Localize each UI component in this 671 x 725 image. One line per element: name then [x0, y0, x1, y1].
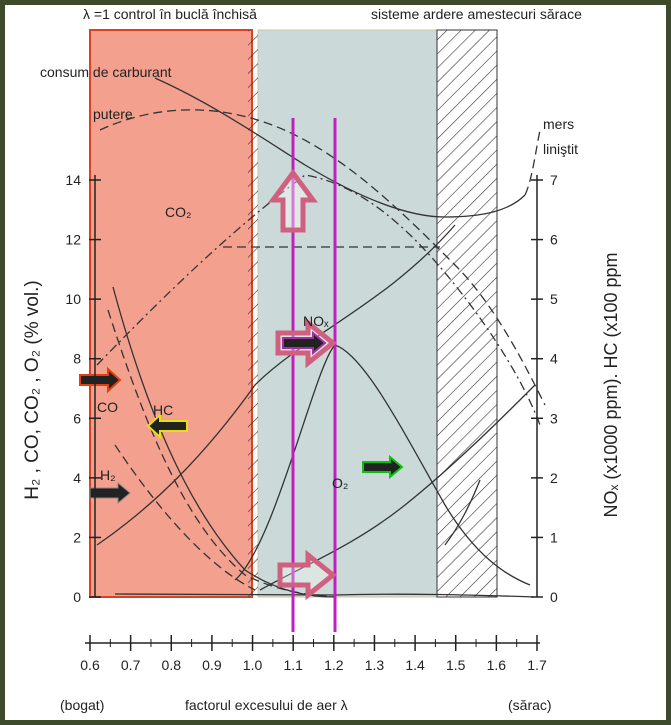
lean-region [257, 29, 438, 598]
left-tick-label: 6 [73, 410, 81, 426]
x-tick-label: 1.1 [283, 657, 303, 673]
rich-region [89, 29, 253, 598]
label: consum de carburant [40, 64, 172, 80]
x-tick-label: 1.5 [446, 657, 466, 673]
label: CO [97, 399, 118, 415]
right-tick-label: 5 [550, 291, 558, 307]
small-arrow [282, 330, 327, 356]
left-tick-label: 2 [73, 529, 81, 545]
left-tick-label: 10 [65, 291, 81, 307]
label: NOₓ [303, 313, 329, 329]
left-title: H₂ , CO, CO₂ , O₂ (% vol.) [22, 280, 43, 500]
transition-hatch [248, 30, 258, 597]
label: O₂ [332, 475, 348, 491]
right-tick-label: 7 [550, 172, 558, 188]
label: mers [543, 116, 574, 132]
x-tick-label: 1.4 [405, 657, 425, 673]
x-tick-label: 1.7 [527, 657, 547, 673]
small-arrow [362, 454, 404, 480]
label: putere [93, 106, 133, 122]
small-arrow [79, 366, 122, 394]
footer-rich: (bogat) [60, 697, 104, 713]
x-tick-label: 0.8 [162, 657, 182, 673]
arrow-right [277, 549, 338, 601]
right-tick-label: 1 [550, 529, 558, 545]
right-tick-label: 0 [550, 589, 558, 605]
footer-lean: (sărac) [508, 697, 552, 713]
left-tick-label: 12 [65, 232, 81, 248]
right-tick-label: 4 [550, 351, 558, 367]
right-tick-label: 6 [550, 232, 558, 248]
left-tick-label: 14 [65, 172, 81, 188]
x-tick-label: 0.9 [202, 657, 222, 673]
x-tick-label: 1.2 [324, 657, 344, 673]
label: HC [153, 402, 173, 418]
x-tick-label: 0.7 [121, 657, 141, 673]
arrow-up [268, 168, 318, 233]
label: liniştit [543, 141, 578, 157]
label: CO₂ [165, 204, 191, 220]
lean-hatch [436, 29, 498, 598]
right-tick-label: 2 [550, 470, 558, 486]
x-tick-label: 1.6 [487, 657, 507, 673]
x-title: factorul excesului de aer λ [185, 697, 348, 713]
left-tick-label: 4 [73, 470, 81, 486]
header-right: sisteme ardere amestecuri sărace [371, 6, 582, 22]
x-tick-label: 1.3 [365, 657, 385, 673]
left-tick-label: 0 [73, 589, 81, 605]
right-tick-label: 3 [550, 410, 558, 426]
right-title: NOₓ (x1000 ppm). HC (x100 ppm [601, 253, 621, 518]
header-left: λ =1 control în buclă închisă [83, 6, 257, 22]
left-tick-label: 8 [73, 351, 81, 367]
curves [96, 77, 546, 598]
small-arrow [146, 412, 188, 440]
x-tick-label: 1.0 [243, 657, 263, 673]
label: H₂ [100, 467, 116, 483]
x-tick-label: 0.6 [80, 657, 100, 673]
diagram: λ =1 control în buclă închisă sisteme ar… [22, 6, 621, 713]
